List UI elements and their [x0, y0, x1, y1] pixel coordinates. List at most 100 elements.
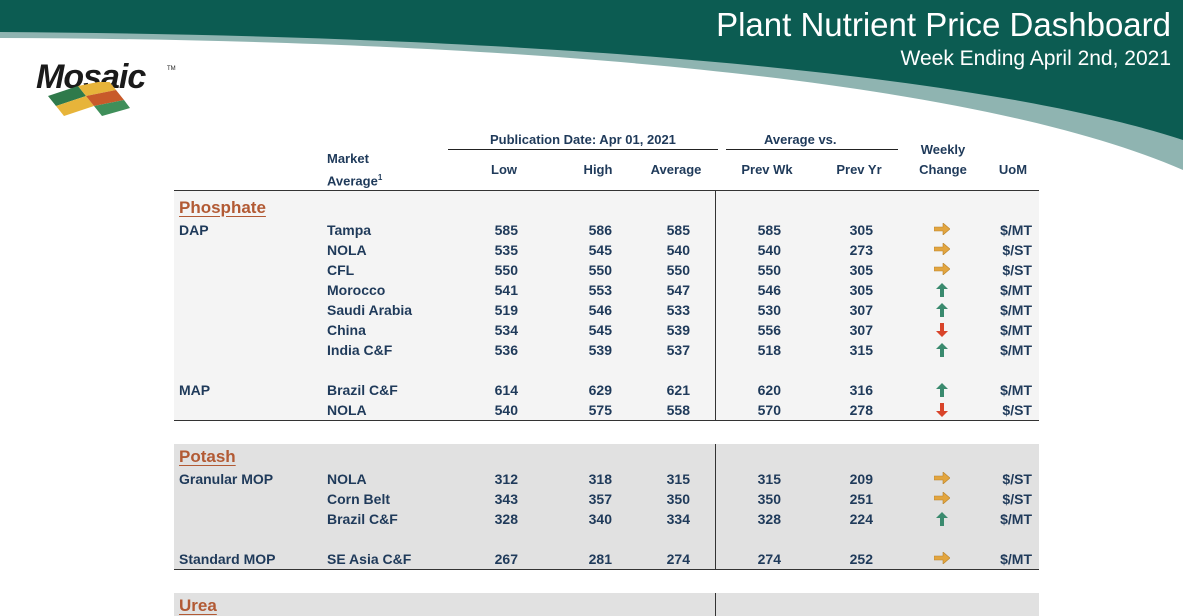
section-title-urea: Urea [179, 596, 217, 615]
header-bottom-rule [174, 190, 1039, 191]
uom-value: $/MT [1000, 302, 1032, 318]
uom-value: $/MT [1000, 282, 1032, 298]
low-value: 519 [494, 302, 518, 318]
potash-section-bg [174, 444, 1039, 570]
column-divider [715, 444, 716, 570]
mosaic-logo: Mosaic TM [36, 58, 176, 124]
header-average-vs: Average vs. [764, 132, 837, 147]
average-value: 558 [666, 402, 690, 418]
arrow-up-icon [936, 283, 948, 297]
dashboard-subtitle: Week Ending April 2nd, 2021 [900, 47, 1171, 70]
header-low: Low [491, 162, 517, 177]
logo-tile-icon [48, 82, 130, 116]
phosphate-bottom-rule [174, 420, 1039, 421]
arrow-right-icon [934, 492, 950, 504]
weekly-change-indicator [932, 400, 952, 420]
high-value: 629 [588, 382, 612, 398]
uom-value: $/ST [1002, 262, 1032, 278]
prev-yr-value: 305 [849, 222, 873, 238]
prev-wk-value: 570 [757, 402, 781, 418]
weekly-change-indicator [932, 320, 952, 340]
prev-yr-value: 307 [849, 322, 873, 338]
high-value: 575 [588, 402, 612, 418]
market-label: Brazil C&F [327, 511, 398, 527]
high-value: 340 [588, 511, 612, 527]
high-value: 539 [588, 342, 612, 358]
table-row: NOLA 535 545 540 540 273 $/ST [0, 240, 1183, 260]
uom-value: $/ST [1002, 471, 1032, 487]
arrow-right-icon [934, 223, 950, 235]
prev-yr-value: 251 [849, 491, 873, 507]
table-row: India C&F 536 539 537 518 315 $/MT [0, 340, 1183, 360]
average-value: 539 [666, 322, 690, 338]
uom-value: $/MT [1000, 342, 1032, 358]
low-value: 536 [494, 342, 518, 358]
weekly-change-indicator [932, 300, 952, 320]
uom-value: $/ST [1002, 242, 1032, 258]
high-value: 318 [588, 471, 612, 487]
average-value: 547 [666, 282, 690, 298]
low-value: 312 [494, 471, 518, 487]
prev-wk-value: 585 [757, 222, 781, 238]
header-average-vs-underline [726, 149, 898, 150]
prev-yr-value: 278 [849, 402, 873, 418]
market-label: Morocco [327, 282, 386, 298]
header-publication-underline [448, 149, 718, 150]
weekly-change-indicator [932, 380, 952, 400]
product-label: Standard MOP [179, 551, 276, 567]
low-value: 535 [494, 242, 518, 258]
uom-value: $/MT [1000, 322, 1032, 338]
arrow-right-icon [934, 243, 950, 255]
header-market-average: Average1 [327, 173, 383, 189]
weekly-change-indicator [932, 509, 952, 529]
weekly-change-indicator [932, 280, 952, 300]
weekly-change-indicator [932, 240, 952, 260]
average-value: 315 [666, 471, 690, 487]
low-value: 541 [494, 282, 518, 298]
prev-wk-value: 328 [757, 511, 781, 527]
dashboard-title: Plant Nutrient Price Dashboard [716, 6, 1171, 43]
table-row: NOLA 540 575 558 570 278 $/ST [0, 400, 1183, 420]
prev-yr-value: 252 [849, 551, 873, 567]
market-label: India C&F [327, 342, 393, 358]
product-label: MAP [179, 382, 211, 398]
low-value: 343 [494, 491, 518, 507]
table-row: Saudi Arabia 519 546 533 530 307 $/MT [0, 300, 1183, 320]
header-market: Market [327, 151, 369, 166]
uom-value: $/ST [1002, 402, 1032, 418]
prev-yr-value: 224 [849, 511, 873, 527]
table-row: China 534 545 539 556 307 $/MT [0, 320, 1183, 340]
average-value: 334 [666, 511, 690, 527]
average-value: 550 [666, 262, 690, 278]
uom-value: $/MT [1000, 551, 1032, 567]
prev-wk-value: 518 [757, 342, 781, 358]
average-value: 540 [666, 242, 690, 258]
weekly-change-indicator [932, 260, 952, 280]
high-value: 545 [588, 322, 612, 338]
market-label: Saudi Arabia [327, 302, 413, 318]
weekly-change-indicator [932, 469, 952, 489]
prev-yr-value: 315 [849, 342, 873, 358]
market-label: CFL [327, 262, 355, 278]
table-row: Granular MOP NOLA 312 318 315 315 209 $/ST [0, 469, 1183, 489]
urea-section-bg [174, 593, 1039, 616]
market-label: NOLA [327, 402, 367, 418]
high-value: 550 [588, 262, 612, 278]
low-value: 534 [494, 322, 518, 338]
prev-wk-value: 274 [757, 551, 781, 567]
prev-yr-value: 316 [849, 382, 873, 398]
phosphate-section-bg [174, 191, 1039, 421]
header-weekly: Weekly [920, 142, 966, 157]
uom-value: $/ST [1002, 491, 1032, 507]
header-prev-wk: Prev Wk [741, 162, 793, 177]
arrow-up-icon [936, 512, 948, 526]
prev-wk-value: 530 [757, 302, 781, 318]
header-high: High [583, 162, 613, 177]
market-label: NOLA [327, 242, 367, 258]
average-value: 537 [666, 342, 690, 358]
high-value: 281 [588, 551, 612, 567]
weekly-change-indicator [932, 549, 952, 569]
weekly-change-indicator [932, 489, 952, 509]
prev-wk-value: 546 [757, 282, 781, 298]
arrow-up-icon [936, 383, 948, 397]
